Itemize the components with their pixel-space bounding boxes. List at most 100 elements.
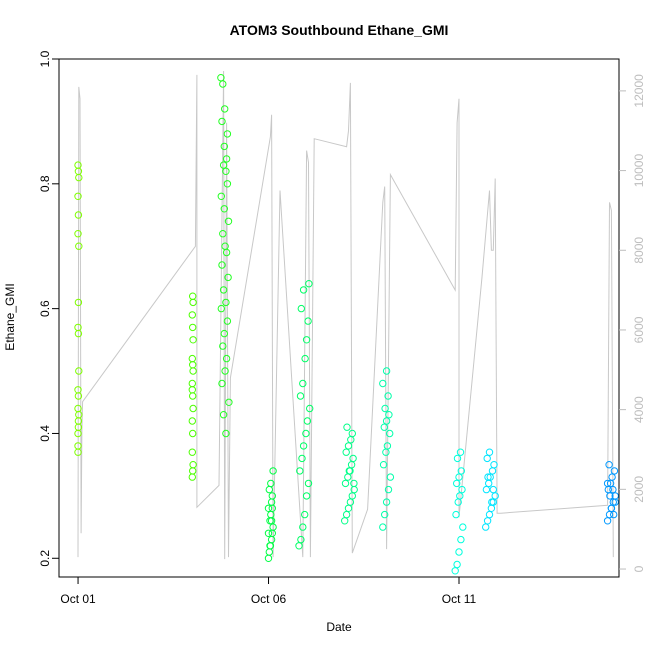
data-point [224, 217, 233, 226]
data-point [386, 473, 395, 481]
data-point [302, 429, 310, 438]
data-point [489, 498, 497, 506]
data-point [74, 230, 82, 238]
data-point [453, 560, 461, 569]
data-point [297, 304, 305, 313]
data-point [381, 404, 389, 413]
altitude-line-layer [77, 70, 614, 560]
data-point [222, 155, 231, 163]
data-point [306, 404, 314, 413]
y2-tick-label: 4000 [632, 396, 646, 423]
data-point [489, 485, 497, 494]
data-point [189, 467, 197, 475]
data-point [189, 298, 197, 307]
data-point [380, 423, 388, 431]
data-point [346, 467, 354, 475]
data-point [266, 542, 274, 550]
data-point [382, 498, 391, 506]
data-point [220, 142, 229, 151]
data-point [189, 429, 197, 438]
y2-tick-label: 0 [632, 565, 646, 572]
data-point [264, 504, 273, 512]
data-point [455, 473, 463, 481]
data-point [222, 429, 230, 438]
data-point [344, 504, 353, 512]
data-point [295, 542, 303, 550]
data-point [75, 367, 83, 375]
y-axis-label: Ethane_GMI [3, 283, 17, 350]
data-point [341, 517, 349, 525]
y-axis: 0.2 0.4 0.6 0.8 1.0 [38, 50, 59, 567]
data-point [608, 473, 616, 481]
data-point [484, 473, 492, 481]
y2-tick-label: 6000 [632, 316, 646, 343]
data-point [344, 473, 352, 481]
data-point [607, 504, 616, 512]
x-tick-label: Oct 01 [60, 592, 96, 606]
data-point [224, 273, 232, 282]
data-point [456, 492, 464, 500]
data-point [189, 367, 197, 375]
data-point [303, 417, 312, 425]
data-point [381, 510, 389, 519]
x-axis: Oct 01 Oct 06 Oct 11 [60, 577, 477, 606]
data-point [74, 442, 82, 450]
data-point [488, 467, 497, 475]
data-point [382, 417, 391, 425]
data-point [225, 398, 233, 406]
data-point [267, 479, 275, 488]
data-point [455, 548, 463, 556]
data-point [223, 180, 232, 188]
data-point [219, 80, 227, 88]
data-point [490, 461, 498, 469]
data-point [610, 467, 619, 475]
data-point [188, 354, 197, 363]
data-point [385, 411, 393, 419]
data-point [189, 336, 197, 344]
data-point [379, 523, 387, 531]
data-point [297, 535, 305, 544]
data-point [305, 280, 313, 288]
data-point [301, 354, 309, 363]
data-point [485, 510, 494, 519]
data-point [611, 498, 619, 506]
data-point [302, 336, 311, 344]
data-point [609, 485, 617, 494]
data-point [483, 517, 492, 525]
data-point [384, 392, 392, 400]
data-point [299, 523, 307, 531]
data-point [264, 554, 273, 562]
data-point [218, 379, 226, 388]
data-point [74, 192, 82, 201]
data-point [451, 567, 459, 575]
y-tick-label: 0.8 [38, 175, 52, 192]
data-point [222, 248, 231, 257]
data-point [452, 510, 460, 519]
data-point [223, 130, 232, 138]
data-point [301, 510, 309, 519]
data-point [304, 317, 312, 325]
data-point [265, 548, 273, 556]
data-point [219, 342, 227, 350]
data-point [220, 205, 229, 213]
data-point [219, 286, 228, 294]
data-point [74, 323, 82, 332]
data-point [298, 454, 306, 463]
data-point [188, 311, 197, 319]
y2-tick-label: 2000 [632, 476, 646, 503]
data-point [188, 379, 197, 388]
data-point [217, 192, 226, 201]
data-point [219, 411, 228, 419]
data-point [346, 498, 355, 506]
series-line-altitude [77, 70, 614, 560]
y2-axis: 0 2000 4000 6000 8000 10000 12000 [619, 74, 646, 572]
data-point [485, 479, 493, 488]
data-point [603, 479, 612, 488]
y2-tick-label: 10000 [632, 154, 646, 188]
data-point [219, 230, 227, 238]
data-point [222, 298, 230, 307]
data-point [383, 442, 392, 450]
data-point [453, 479, 461, 488]
data-point [264, 529, 273, 537]
